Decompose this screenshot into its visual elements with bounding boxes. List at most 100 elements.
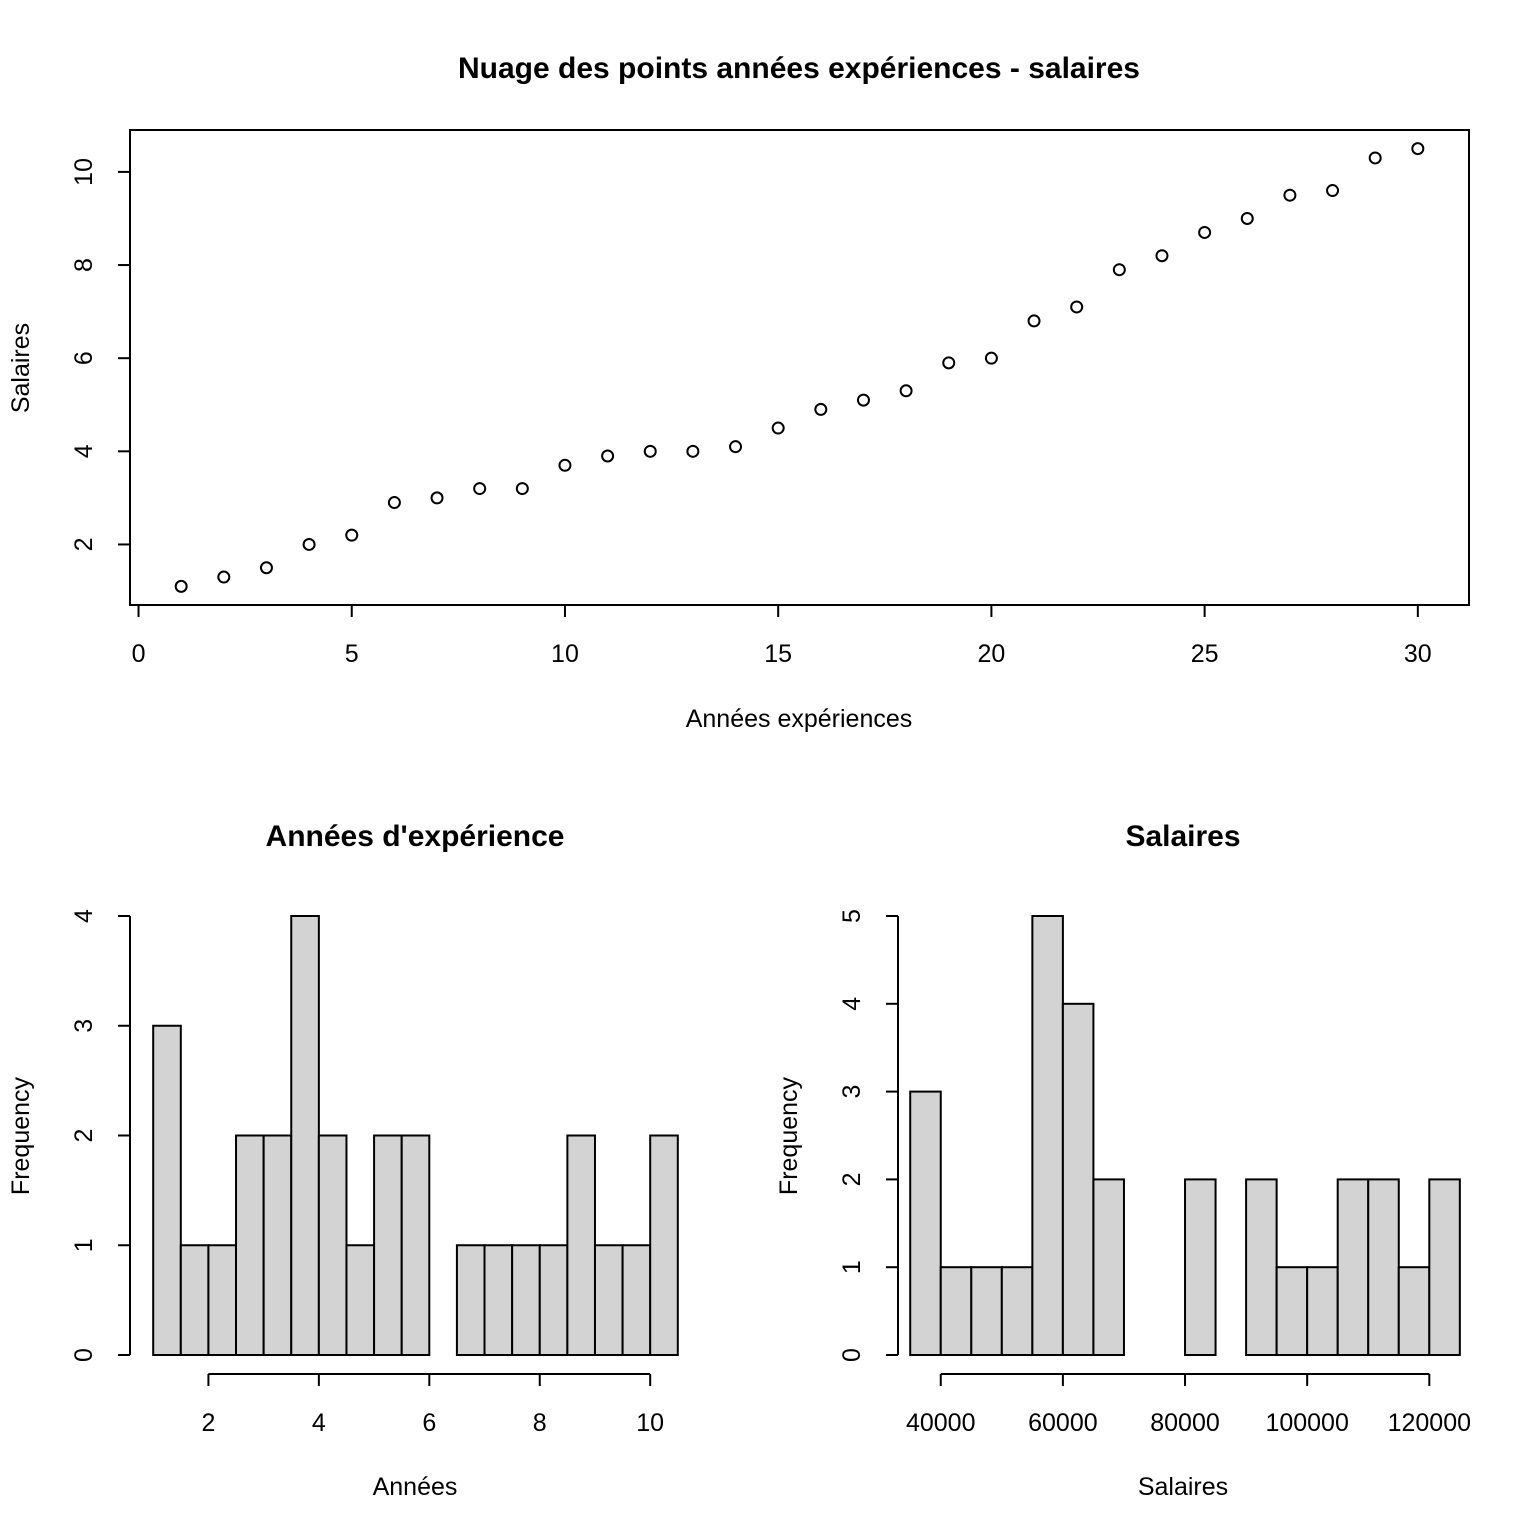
scatter-x-axis-label: Années expériences [686,705,913,733]
histogram-annees-bar [290,915,320,1356]
scatter-point [174,579,188,593]
histogram-annees-y-tick-label: 1 [70,1238,98,1252]
histogram-salaires-x-tick-label: 80000 [1150,1409,1220,1437]
scatter-title: Nuage des points années expériences - sa… [458,52,1140,85]
histogram-salaires-y-tick-label: 0 [838,1348,866,1362]
scatter-point [686,444,700,458]
scatter-point [601,449,615,463]
histogram-annees-bar [400,1134,431,1356]
histogram-salaires-bars [909,915,1461,1357]
scatter-y-tick-label: 8 [70,258,98,272]
histogram-annees-y-tick-label: 2 [70,1129,98,1143]
scatter-point [814,402,828,416]
histogram-annees-y-axis-label: Frequency [7,1076,35,1195]
histogram-annees-bar [593,1244,624,1356]
scatter-x-tick-label: 20 [977,640,1005,668]
scatter-point [942,356,956,370]
histogram-salaires-bar [1336,1178,1370,1357]
scatter-point [643,444,657,458]
histogram-annees-bar [152,1024,182,1356]
scatter-points [174,142,1425,593]
scatter-x-tick-label: 5 [345,640,359,668]
histogram-salaires-y-tick-label: 4 [838,997,866,1011]
histogram-annees-bar [483,1244,514,1356]
scatter-point [771,421,785,435]
histogram-salaires-bar [939,1266,973,1356]
scatter-point [729,440,743,454]
scatter-point [1198,225,1212,239]
histogram-annees-bar [179,1244,210,1356]
histogram-salaires-y-axis-label: Frequency [775,1076,803,1195]
histogram-annees-x-axis: 2 4 6 8 10 [201,1373,664,1437]
scatter-point [984,351,998,365]
histogram-salaires-bar [1275,1266,1309,1356]
histogram-annees-bar [207,1244,238,1356]
histogram-salaires-bar [909,1090,942,1356]
histogram-salaires-title: Salaires [1125,820,1240,853]
histogram-annees-bar [262,1134,293,1356]
histogram-salaires-y-tick-label: 3 [838,1085,866,1099]
scatter-point [473,482,487,496]
scatter-y-axis: 2 4 6 8 10 [70,158,131,551]
scatter-point [387,496,401,510]
histogram-salaires-bar [1092,1178,1125,1357]
histogram-annees-x-tick-label: 8 [533,1409,547,1437]
histogram-annees-bar [455,1244,486,1356]
scatter-point [259,561,273,575]
scatter-point [1155,249,1169,263]
scatter-point [1283,188,1297,202]
histogram-annees-y-tick-label: 4 [70,909,98,923]
scatter-point [345,528,359,542]
histogram-annees-y-tick-label: 3 [70,1019,98,1033]
histogram-salaires-y-tick-label: 5 [838,909,866,923]
histogram-salaires-bar [1397,1266,1431,1356]
scatter-y-axis-label: Salaires [7,323,35,413]
histogram-salaires-bar [1367,1178,1400,1357]
histogram-salaires-bar [1428,1178,1461,1357]
histogram-annees-x-axis-label: Années [373,1473,458,1501]
histogram-annees-bar [373,1134,403,1356]
scatter-point [1027,314,1041,328]
scatter-point [1411,142,1425,156]
histogram-annees-y-tick-label: 0 [70,1348,98,1362]
scatter-point [899,384,913,398]
histogram-salaires-x-axis: 40000 60000 80000 100000 120000 [906,1373,1471,1437]
histogram-salaires-bar [1184,1178,1217,1357]
scatter-y-tick-label: 10 [70,158,98,186]
histogram-annees-bar [317,1134,348,1356]
scatter-point [430,491,444,505]
histogram-salaires-bar [970,1266,1003,1356]
scatter-x-tick-label: 15 [764,640,792,668]
scatter-point [1326,184,1340,198]
histogram-salaires-bar [1306,1266,1339,1356]
histogram-salaires-x-tick-label: 120000 [1388,1409,1471,1437]
histogram-salaires-x-axis-label: Salaires [1138,1473,1228,1501]
histogram-salaires-bar [1061,1002,1095,1356]
histogram-annees-bar [538,1244,569,1356]
histogram-salaires-panel: Salaires Salaires Frequency 40000 60000 80… [775,820,1471,1501]
scatter-y-tick-label: 4 [70,444,98,458]
histogram-salaires-y-tick-label: 2 [838,1172,866,1186]
scatter-x-axis: 0 5 10 15 20 25 30 [132,604,1432,668]
histogram-salaires-x-tick-label: 40000 [906,1409,976,1437]
scatter-x-tick-label: 0 [132,640,146,668]
histogram-annees-x-tick-label: 2 [201,1409,215,1437]
histogram-annees-bar [649,1134,679,1356]
histogram-annees-bar [511,1244,541,1356]
histogram-salaires-bar [1245,1178,1278,1357]
scatter-y-tick-label: 6 [70,351,98,365]
scatter-point [217,570,231,584]
histogram-annees-title: Années d'expérience [266,820,565,853]
histogram-annees-x-tick-label: 4 [312,1409,326,1437]
histogram-salaires-x-tick-label: 100000 [1265,1409,1348,1437]
histogram-salaires-x-tick-label: 60000 [1028,1409,1098,1437]
histogram-salaires-y-tick-label: 1 [838,1260,866,1274]
histogram-salaires-y-axis: 0 1 2 3 4 5 [838,909,899,1362]
scatter-x-tick-label: 10 [551,640,579,668]
histogram-annees-bar [621,1244,652,1356]
scatter-point [558,458,572,472]
scatter-x-tick-label: 25 [1191,640,1219,668]
scatter-point [856,393,870,407]
histogram-salaires-bar [1000,1266,1034,1356]
